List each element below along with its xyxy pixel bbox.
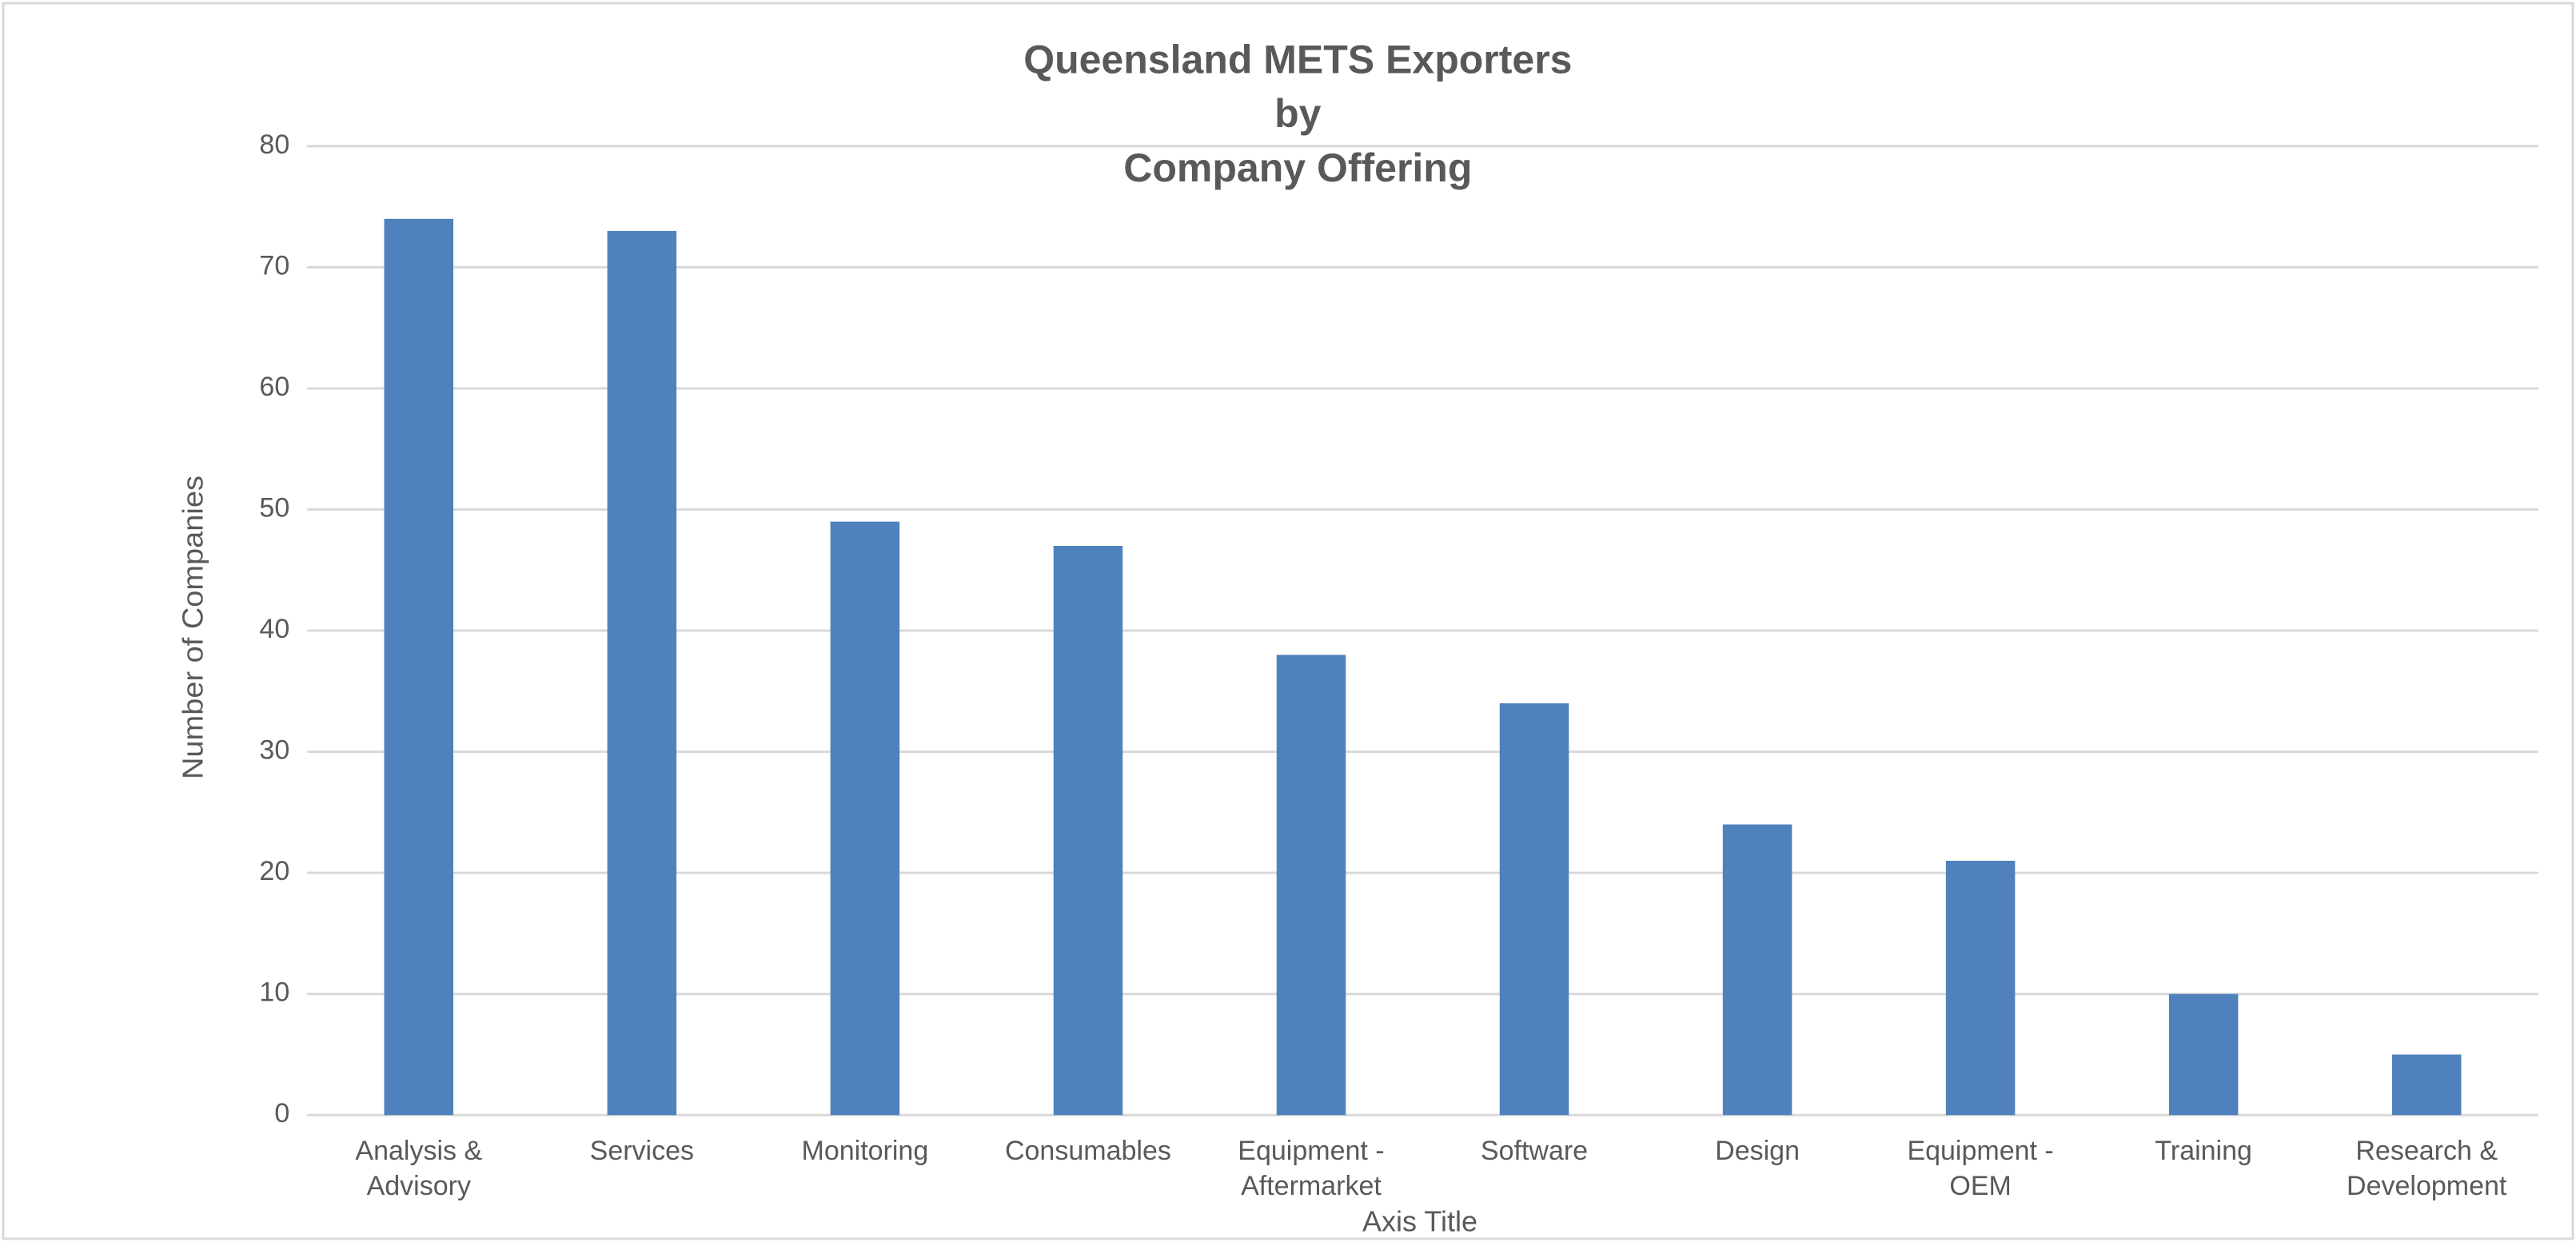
bar	[1499, 703, 1569, 1116]
x-tick-label: Software	[1480, 1135, 1589, 1166]
chart-title: Queensland METS Exporters	[1023, 37, 1572, 82]
x-tick-label: Equipment - Aftermarket	[1238, 1135, 1385, 1201]
y-tick-label: 70	[259, 250, 289, 281]
y-tick-label: 30	[259, 735, 289, 766]
bar	[607, 230, 677, 1116]
y-tick-label: 40	[259, 614, 289, 644]
bar	[384, 218, 454, 1116]
y-tick-label: 80	[259, 129, 289, 160]
bar	[1945, 860, 2016, 1116]
x-tick-label: Analysis & Advisory	[355, 1135, 483, 1201]
x-tick-label: Equipment - OEM	[1907, 1135, 2054, 1201]
bar	[2168, 993, 2239, 1116]
chart-title: Company Offering	[1123, 145, 1472, 190]
x-tick-label: Research & Development	[2347, 1135, 2507, 1201]
bar	[1722, 824, 1792, 1116]
x-tick-label: Training	[2155, 1135, 2252, 1166]
chart-title: by	[1274, 91, 1322, 136]
x-tick-label: Monitoring	[801, 1135, 929, 1166]
y-axis-title: Number of Companies	[177, 476, 209, 779]
y-tick-label: 20	[259, 856, 289, 886]
x-axis-title: Axis Title	[1362, 1205, 1477, 1238]
bar	[2391, 1054, 2462, 1116]
y-tick-label: 60	[259, 372, 289, 402]
y-tick-label: 10	[259, 977, 289, 1008]
bar	[830, 521, 900, 1116]
x-tick-label: Consumables	[1004, 1135, 1171, 1166]
x-tick-label: Design	[1715, 1135, 1800, 1166]
bar	[1053, 545, 1123, 1116]
bar	[1276, 655, 1346, 1116]
y-tick-label: 50	[259, 493, 289, 523]
x-tick-label: Services	[589, 1135, 695, 1166]
y-tick-label: 0	[274, 1098, 289, 1129]
